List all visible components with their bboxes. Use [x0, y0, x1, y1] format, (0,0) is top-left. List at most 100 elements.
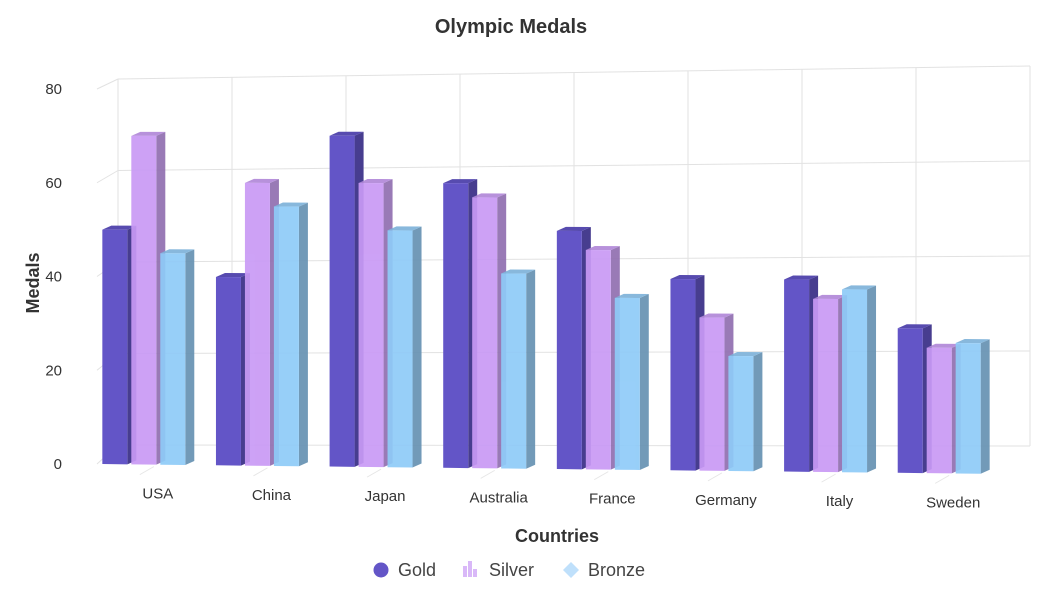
bar-side — [185, 249, 195, 465]
bar-side — [639, 293, 649, 470]
bar-top — [728, 351, 763, 357]
bar-front — [329, 135, 355, 467]
x-tick-mark — [707, 472, 723, 482]
gridline-side — [96, 78, 119, 90]
bar-front — [614, 297, 640, 470]
bar-top — [358, 179, 393, 184]
bar-front — [443, 183, 469, 469]
bar-gold-sweden[interactable] — [897, 324, 932, 474]
legend-item-silver[interactable]: Silver — [463, 560, 534, 580]
bronze-marker-icon — [563, 562, 579, 578]
x-axis-title: Countries — [515, 526, 599, 546]
legend-item-bronze[interactable]: Bronze — [563, 560, 645, 580]
x-tick-mark — [366, 468, 382, 478]
bar-gold-china[interactable] — [215, 273, 250, 466]
x-tick-mark — [821, 473, 836, 483]
bar-front — [897, 328, 923, 474]
chart-title: Olympic Medals — [435, 16, 587, 38]
x-tick-label-germany: Germany — [695, 492, 757, 509]
bar-front — [472, 197, 498, 469]
bar-top — [215, 273, 250, 278]
x-tick-label-australia: Australia — [470, 489, 529, 506]
legend-label-gold: Gold — [398, 560, 436, 580]
legend: Gold Silver Bronze — [373, 560, 645, 580]
bar-front — [926, 347, 952, 474]
bar-silver-germany[interactable] — [699, 313, 734, 471]
bar-top — [784, 275, 819, 280]
x-tick-label-france: France — [589, 491, 636, 508]
x-tick-mark — [480, 469, 495, 479]
bar-front — [842, 289, 868, 473]
bar-silver-italy[interactable] — [813, 294, 848, 473]
bar-top — [670, 275, 705, 280]
bar-front — [131, 135, 157, 465]
bar-front — [556, 230, 582, 470]
bar-top — [387, 226, 422, 231]
bar-top — [955, 339, 990, 344]
bar-top — [614, 293, 649, 298]
bar-top — [585, 246, 620, 251]
bar-front — [244, 182, 270, 466]
x-tick-mark — [139, 466, 155, 476]
bar-gold-germany[interactable] — [670, 275, 705, 471]
bar-side — [412, 226, 422, 468]
bar-top — [244, 178, 279, 183]
bar-gold-italy[interactable] — [784, 275, 819, 472]
bar-top — [926, 343, 961, 348]
bar-top — [443, 179, 478, 184]
bar-front — [358, 183, 384, 468]
bar-gold-australia[interactable] — [443, 179, 478, 469]
bar-silver-usa[interactable] — [131, 131, 166, 465]
bar-bronze-australia[interactable] — [501, 269, 536, 469]
bar-bronze-china[interactable] — [273, 202, 308, 467]
bar-top — [813, 294, 848, 300]
bar-side — [298, 202, 308, 467]
bar-top — [897, 324, 932, 329]
x-tick-label-italy: Italy — [826, 493, 854, 510]
bar-bronze-france[interactable] — [614, 293, 649, 470]
bar-side — [753, 352, 763, 472]
bar-front — [387, 230, 413, 468]
bar-gold-france[interactable] — [556, 226, 591, 470]
y-tick-label: 80 — [45, 81, 62, 98]
bar-silver-australia[interactable] — [472, 193, 507, 469]
bar-front — [728, 355, 754, 472]
legend-item-gold[interactable]: Gold — [373, 560, 437, 580]
bar-front — [102, 229, 128, 465]
bar-silver-sweden[interactable] — [926, 343, 961, 474]
bars — [102, 131, 990, 474]
bar-top — [329, 131, 364, 136]
x-tick-mark — [934, 474, 950, 484]
bar-bronze-germany[interactable] — [728, 351, 763, 472]
bar-silver-france[interactable] — [585, 246, 620, 470]
gold-marker-icon — [373, 562, 389, 578]
bar-bronze-sweden[interactable] — [955, 339, 990, 474]
bar-bronze-usa[interactable] — [160, 249, 195, 465]
x-tick-mark — [594, 471, 609, 481]
bar-silver-japan[interactable] — [358, 179, 393, 468]
y-axis-labels: 0 20 40 60 80 — [45, 81, 62, 473]
bar-top — [699, 313, 734, 318]
y-tick-label: 40 — [45, 269, 62, 286]
x-tick-label-sweden: Sweden — [926, 494, 980, 511]
bar-bronze-italy[interactable] — [842, 285, 877, 473]
bar-silver-china[interactable] — [244, 178, 279, 466]
x-tick-mark — [253, 467, 268, 477]
bar-side — [867, 285, 877, 473]
bar-top — [131, 131, 166, 136]
x-axis-labels: USA China Japan Australia France Germany Italy… — [142, 486, 980, 512]
bar-front — [955, 343, 981, 474]
bar-front — [273, 206, 299, 467]
gridline-side — [96, 170, 119, 184]
silver-marker-icon — [463, 561, 477, 577]
y-tick-label: 20 — [45, 362, 62, 379]
y-tick-label: 60 — [45, 175, 62, 192]
bar-top — [556, 226, 591, 231]
bar-gold-japan[interactable] — [329, 131, 364, 467]
bar-bronze-japan[interactable] — [387, 226, 422, 468]
bar-gold-usa[interactable] — [102, 225, 137, 465]
x-tick-label-china: China — [252, 487, 292, 504]
bar-front — [501, 273, 527, 469]
y-axis-title: Medals — [23, 252, 43, 313]
